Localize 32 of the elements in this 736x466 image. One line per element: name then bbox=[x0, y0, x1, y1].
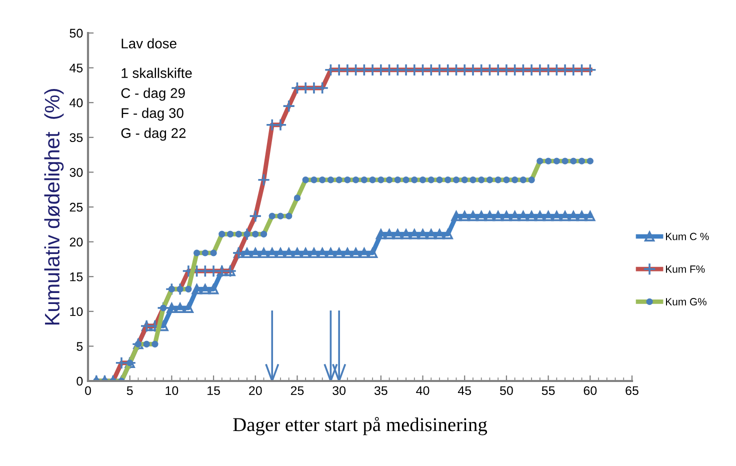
x-tick-label: 50 bbox=[500, 386, 513, 396]
y-tick-label: 25 bbox=[70, 202, 83, 212]
legend-label: Kum G% bbox=[666, 298, 706, 306]
x-tick-label: 0 bbox=[85, 386, 91, 396]
x-tick-label: 55 bbox=[542, 386, 555, 396]
y-tick-label: 5 bbox=[76, 342, 83, 351]
x-tick-label: 60 bbox=[584, 386, 597, 396]
annotation: 1 skallskifte C - dag 29 F - dag 30 G - dag 22 bbox=[121, 68, 192, 141]
y-tick-label: 30 bbox=[70, 168, 83, 177]
y-axis-title: Kumulativ dødelighet (%) bbox=[44, 89, 64, 325]
x-tick-label: 35 bbox=[374, 386, 388, 396]
x-tick-label: 15 bbox=[208, 386, 220, 396]
x-tick-label: 30 bbox=[332, 386, 346, 396]
x-tick-label: 40 bbox=[416, 386, 430, 396]
x-tick-label: 10 bbox=[166, 386, 178, 396]
y-tick-label: 50 bbox=[70, 28, 83, 38]
y-tick-label: 45 bbox=[70, 64, 83, 72]
y-tick-label: 15 bbox=[70, 272, 83, 282]
x-axis-title: Dager etter start på medisinering bbox=[233, 416, 488, 436]
x-tick-label: 20 bbox=[249, 386, 262, 396]
y-tick-label: 10 bbox=[70, 307, 83, 316]
annotation: Lav dose bbox=[122, 38, 176, 48]
x-tick-label: 65 bbox=[626, 386, 638, 396]
legend-label: Kum C % bbox=[666, 232, 709, 240]
x-tick-label: 45 bbox=[458, 386, 472, 396]
x-tick-label: 25 bbox=[290, 386, 304, 396]
legend-label: Kum F% bbox=[666, 265, 705, 273]
y-tick-label: 40 bbox=[70, 98, 83, 108]
y-tick-label: 20 bbox=[70, 238, 83, 246]
x-tick-label: 5 bbox=[126, 386, 133, 396]
y-tick-label: 35 bbox=[70, 133, 83, 142]
y-tick-label: 0 bbox=[76, 376, 83, 386]
